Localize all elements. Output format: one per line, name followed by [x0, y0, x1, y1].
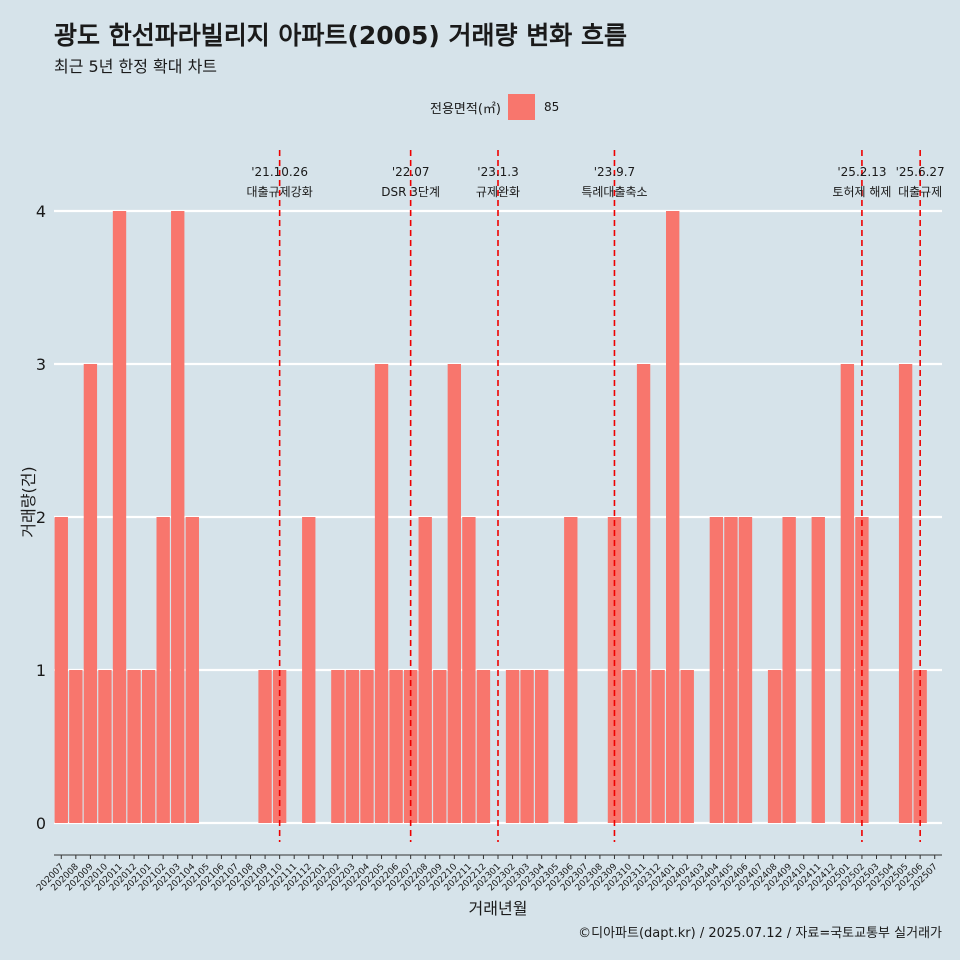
bar: [476, 670, 491, 823]
bar: [767, 670, 782, 823]
bar: [112, 211, 127, 823]
bar: [782, 517, 796, 823]
event-date-label: '23.9.7: [594, 165, 635, 179]
event-text-label: 대출규제강화: [247, 185, 313, 199]
bar: [913, 670, 927, 823]
y-tick-label: 1: [36, 661, 46, 680]
legend-label: 85: [543, 100, 560, 114]
bar: [898, 364, 913, 823]
bar: [462, 517, 476, 823]
bar: [724, 517, 738, 823]
chart-subtitle: 최근 5년 한정 확대 차트: [54, 57, 218, 76]
bar: [360, 670, 374, 823]
bar: [666, 211, 680, 823]
bar: [98, 670, 112, 823]
bar: [433, 670, 447, 823]
bar: [709, 517, 724, 823]
bar: [156, 517, 170, 823]
legend-title: 전용면적(㎡): [430, 101, 501, 117]
legend: 전용면적(㎡) 85: [430, 94, 559, 120]
bar: [331, 670, 345, 823]
bar: [447, 364, 462, 823]
bar: [811, 517, 825, 823]
bar: [374, 364, 389, 823]
event-date-label: '25.2.13: [837, 165, 886, 179]
bar: [83, 364, 98, 823]
chart-title: 광도 한선파라빌리지 아파트(2005) 거래량 변화 흐름: [54, 21, 627, 50]
event-date-label: '22.07: [392, 165, 430, 179]
event-date-label: '25.6.27: [896, 165, 945, 179]
bar: [69, 670, 83, 823]
y-axis-title: 거래량(건): [19, 466, 38, 537]
bar: [389, 670, 403, 823]
bar: [345, 670, 360, 823]
bar: [141, 670, 156, 823]
bar: [622, 670, 636, 823]
bar: [636, 364, 651, 823]
y-tick-label: 4: [36, 202, 46, 221]
event-text-label: 특례대출축소: [581, 185, 647, 199]
x-axis-title: 거래년월: [469, 899, 528, 918]
bar: [302, 517, 316, 823]
bar: [258, 670, 272, 823]
bar: [651, 670, 665, 823]
event-text-label: 규제완화: [476, 185, 520, 199]
bar: [418, 517, 432, 823]
y-tick-label: 0: [36, 814, 46, 833]
event-text-label: 토허제 해제: [832, 185, 891, 199]
bar: [840, 364, 855, 823]
bar: [185, 517, 199, 823]
event-date-label: '21.10.26: [251, 165, 308, 179]
bar: [738, 517, 753, 823]
bar: [534, 670, 549, 823]
source-footer: ©디아파트(dapt.kr) / 2025.07.12 / 자료=국토교통부 실…: [578, 926, 942, 941]
bar: [505, 670, 520, 823]
bar: [272, 670, 287, 823]
bar: [171, 211, 185, 823]
bar: [564, 517, 578, 823]
y-tick-label: 2: [36, 508, 46, 527]
bar: [403, 670, 418, 823]
bar: [127, 670, 141, 823]
event-date-label: '23.1.3: [477, 165, 518, 179]
event-text-label: 대출규제: [898, 185, 942, 199]
bar: [680, 670, 694, 823]
bar: [54, 517, 68, 823]
y-tick-label: 3: [36, 355, 46, 374]
event-text-label: DSR 3단계: [381, 185, 440, 199]
legend-swatch: [507, 94, 535, 120]
bar: [520, 670, 534, 823]
